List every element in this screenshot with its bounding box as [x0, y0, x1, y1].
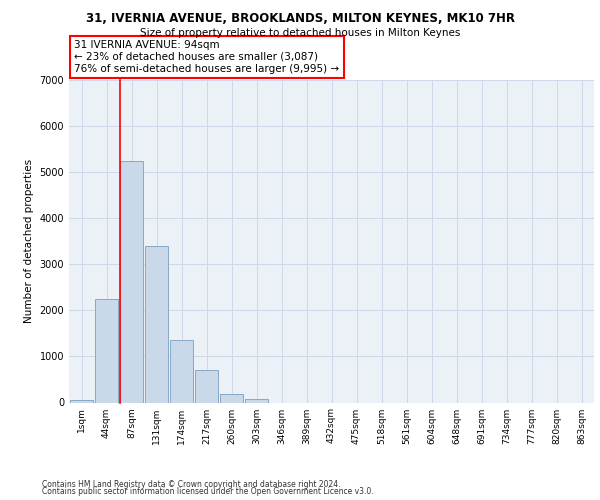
Text: Contains HM Land Registry data © Crown copyright and database right 2024.: Contains HM Land Registry data © Crown c…: [42, 480, 341, 489]
Bar: [195, 370, 218, 402]
Text: 31, IVERNIA AVENUE, BROOKLANDS, MILTON KEYNES, MK10 7HR: 31, IVERNIA AVENUE, BROOKLANDS, MILTON K…: [86, 12, 515, 26]
Bar: [245, 399, 268, 402]
Bar: [120, 160, 143, 402]
Text: Size of property relative to detached houses in Milton Keynes: Size of property relative to detached ho…: [140, 28, 460, 38]
Bar: [220, 394, 243, 402]
Text: 31 IVERNIA AVENUE: 94sqm
← 23% of detached houses are smaller (3,087)
76% of sem: 31 IVERNIA AVENUE: 94sqm ← 23% of detach…: [74, 40, 340, 74]
Y-axis label: Number of detached properties: Number of detached properties: [24, 159, 34, 324]
Text: Contains public sector information licensed under the Open Government Licence v3: Contains public sector information licen…: [42, 488, 374, 496]
Bar: [95, 299, 118, 403]
Bar: [70, 400, 93, 402]
Bar: [170, 340, 193, 402]
Bar: [145, 246, 168, 402]
